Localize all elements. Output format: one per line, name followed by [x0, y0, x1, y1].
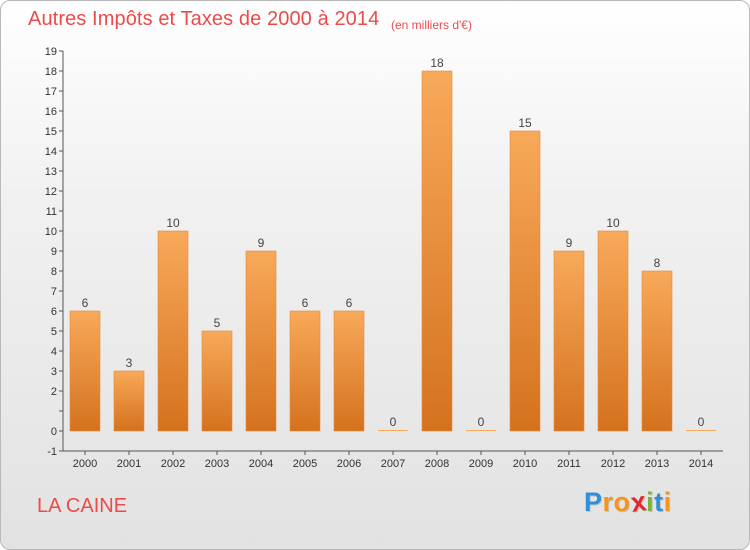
logo-letter: r: [602, 487, 614, 517]
bar-2003[interactable]: [201, 330, 233, 432]
bar-2008[interactable]: [421, 70, 453, 432]
x-tick-label: 2010: [513, 458, 537, 470]
y-tick-label: 13: [45, 166, 57, 178]
x-axis: 2000 2001 2002 2003 2004 2005 2006 2007 2008 2009…: [63, 450, 723, 470]
x-tick-label: 2008: [425, 458, 449, 470]
bar-2009[interactable]: [466, 430, 496, 431]
x-tick-label: 2005: [293, 458, 317, 470]
y-axis: -1 0 2 3 4 5 6 7 8 9 10 11 12 13 14 15 16 17 18 19: [45, 46, 64, 458]
bar-2006[interactable]: [333, 310, 365, 432]
logo-letter: i: [646, 487, 655, 517]
x-tick-label: 2012: [601, 458, 625, 470]
bar-2004[interactable]: [245, 250, 277, 432]
x-tick-label: 2014: [689, 458, 713, 470]
y-tick-label: 10: [45, 226, 57, 238]
x-tick-label: 2009: [469, 458, 493, 470]
logo-letter: P: [584, 487, 603, 517]
bar-2002[interactable]: [157, 230, 189, 432]
y-tick-label: 3: [51, 366, 57, 378]
logo-letter: t: [654, 487, 664, 517]
data-label-2004: 9: [258, 236, 265, 250]
bar-2000[interactable]: [69, 310, 101, 432]
y-tick-label: 16: [45, 106, 57, 118]
y-tick-label: 8: [51, 266, 57, 278]
y-tick-label: 11: [46, 206, 57, 218]
bar-2007[interactable]: [378, 430, 408, 431]
bar-2011[interactable]: [553, 250, 585, 432]
logo-letter: x: [628, 486, 649, 518]
data-label-2008: 18: [430, 56, 444, 70]
x-tick-label: 2013: [645, 458, 669, 470]
data-label-2010: 15: [518, 116, 532, 130]
data-label-2001: 3: [126, 356, 133, 370]
data-label-2002: 10: [166, 216, 180, 230]
y-tick-label: 0: [51, 426, 57, 438]
logo-letter: o: [613, 487, 631, 517]
data-label-2014: 0: [698, 415, 705, 429]
y-tick-label: 4: [51, 346, 57, 358]
proxiti-logo[interactable]: Proxiti: [584, 486, 672, 518]
bar-2013[interactable]: [641, 270, 673, 432]
data-label-2006: 6: [346, 296, 353, 310]
y-tick-label: 18: [45, 66, 57, 78]
data-label-2009: 0: [478, 415, 485, 429]
chart-title: Autres Impôts et Taxes de 2000 à 2014: [28, 8, 380, 30]
y-tick-label: 6: [51, 306, 57, 318]
commune-name: LA CAINE: [37, 495, 128, 517]
x-tick-label: 2001: [117, 458, 141, 470]
data-label-2013: 8: [654, 256, 661, 270]
y-tick-label: 15: [45, 126, 57, 138]
y-tick-label: 2: [51, 386, 57, 398]
x-tick-label: 2003: [205, 458, 229, 470]
data-label-2011: 9: [566, 236, 573, 250]
data-label-2005: 6: [302, 296, 309, 310]
bars: [69, 70, 716, 432]
y-tick-label: 17: [45, 86, 57, 98]
bar-2001[interactable]: [113, 370, 145, 432]
data-labels: 6 3 10 5 9 6 6 0 18 0 15 9 10 8 0: [82, 56, 705, 429]
bar-2012[interactable]: [597, 230, 629, 432]
data-label-2007: 0: [390, 415, 397, 429]
data-label-2003: 5: [214, 316, 221, 330]
data-label-2012: 10: [606, 216, 620, 230]
x-tick-label: 2004: [249, 458, 273, 470]
logo-letter: i: [663, 487, 672, 517]
chart-subtitle: (en milliers d'€): [391, 18, 472, 32]
bar-2005[interactable]: [289, 310, 321, 432]
y-tick-label: 5: [51, 326, 57, 338]
y-tick-label: 12: [45, 186, 57, 198]
x-tick-label: 2006: [337, 458, 361, 470]
y-tick-label: 7: [51, 286, 57, 298]
bar-2010[interactable]: [509, 130, 541, 432]
y-tick-label: 14: [45, 146, 57, 158]
data-label-2000: 6: [82, 296, 89, 310]
y-tick-label: 9: [51, 246, 57, 258]
x-tick-label: 2000: [73, 458, 97, 470]
bar-2014[interactable]: [686, 430, 716, 431]
y-tick-label: 19: [45, 46, 57, 58]
x-tick-label: 2011: [557, 458, 581, 470]
y-tick-label: -1: [47, 446, 57, 458]
x-tick-label: 2002: [161, 458, 185, 470]
x-tick-label: 2007: [381, 458, 405, 470]
